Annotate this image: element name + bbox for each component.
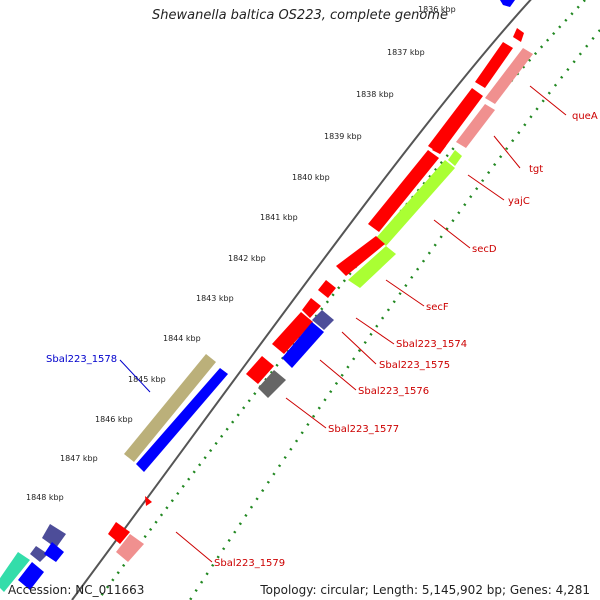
gene-label-sbal223-1574[interactable]: Sbal223_1574 <box>396 339 467 350</box>
gene-feature[interactable] <box>145 496 152 506</box>
gene-feature[interactable] <box>30 546 48 562</box>
gene-feature[interactable] <box>282 322 324 368</box>
gene-label-sbal223-1576[interactable]: Sbal223_1576 <box>358 386 429 397</box>
gene-feature[interactable] <box>336 236 385 276</box>
gene-feature[interactable] <box>475 42 513 88</box>
gene-label-queA[interactable]: queA <box>572 111 598 122</box>
gene-feature[interactable] <box>302 298 321 318</box>
gene-feature[interactable] <box>318 280 336 298</box>
gene-label-secD[interactable]: secD <box>472 244 497 255</box>
gene-feature[interactable] <box>432 142 446 154</box>
gene-feature[interactable] <box>456 104 495 148</box>
gene-feature[interactable] <box>44 542 64 562</box>
gene-feature[interactable] <box>368 150 439 232</box>
gene-feature[interactable] <box>18 562 44 590</box>
gene-feature[interactable] <box>500 0 515 7</box>
gene-label-tgt[interactable]: tgt <box>529 164 543 175</box>
gene-labels: queA tgt yajC secD secF Sbal223_1574 Sba… <box>46 111 598 569</box>
leader-lines <box>119 85 567 563</box>
gene-label-secF[interactable]: secF <box>426 302 449 313</box>
gene-feature[interactable] <box>376 160 455 246</box>
kbp-scale-ring <box>96 0 586 600</box>
kbp-tick-labels: 1836 kbp 1837 kbp 1838 kbp 1839 kbp 1840… <box>26 5 456 502</box>
gene-features <box>0 28 533 592</box>
kbp-tick-label: 1838 kbp <box>356 90 394 99</box>
kbp-tick-label: 1841 kbp <box>260 213 298 222</box>
gene-feature[interactable] <box>428 88 483 154</box>
accession-label: Accession: NC_011663 <box>8 583 145 597</box>
gene-label-yajC[interactable]: yajC <box>508 196 530 207</box>
kbp-tick-label: 1840 kbp <box>292 173 330 182</box>
gene-feature[interactable] <box>246 356 274 384</box>
kbp-tick-label: 1844 kbp <box>163 334 201 343</box>
kbp-tick-label: 1836 kbp <box>418 5 456 14</box>
gene-feature[interactable] <box>124 354 216 462</box>
kbp-tick-label: 1847 kbp <box>60 454 98 463</box>
gene-feature[interactable] <box>0 552 30 592</box>
gene-feature[interactable] <box>348 246 396 288</box>
gene-label-sbal223-1575[interactable]: Sbal223_1575 <box>379 360 450 371</box>
genome-backbone <box>71 0 532 600</box>
gene-feature[interactable] <box>258 370 286 398</box>
gene-feature[interactable] <box>312 310 334 330</box>
genome-title: Shewanella baltica OS223, complete genom… <box>152 8 448 23</box>
gene-label-sbal223-1579[interactable]: Sbal223_1579 <box>214 558 285 569</box>
gene-feature[interactable] <box>42 524 66 548</box>
gene-feature[interactable] <box>513 28 524 42</box>
gene-feature[interactable] <box>108 522 130 544</box>
gene-feature[interactable] <box>272 312 313 354</box>
gene-feature[interactable] <box>485 48 533 104</box>
kbp-tick-label: 1839 kbp <box>324 132 362 141</box>
kbp-tick-label: 1845 kbp <box>128 375 166 384</box>
gene-feature[interactable] <box>116 534 144 562</box>
kbp-tick-label: 1842 kbp <box>228 254 266 263</box>
gene-label-sbal223-1577[interactable]: Sbal223_1577 <box>328 424 399 435</box>
kbp-tick-label: 1843 kbp <box>196 294 234 303</box>
kbp-tick-label: 1837 kbp <box>387 48 425 57</box>
topology-label: Topology: circular; Length: 5,145,902 bp… <box>260 583 590 597</box>
inner-dotted-ring <box>188 29 600 600</box>
gene-feature[interactable] <box>136 368 228 472</box>
kbp-tick-label: 1848 kbp <box>26 493 64 502</box>
gene-feature[interactable] <box>448 150 462 166</box>
gene-label-sbal223-1578[interactable]: Sbal223_1578 <box>46 354 117 365</box>
kbp-tick-label: 1846 kbp <box>95 415 133 424</box>
